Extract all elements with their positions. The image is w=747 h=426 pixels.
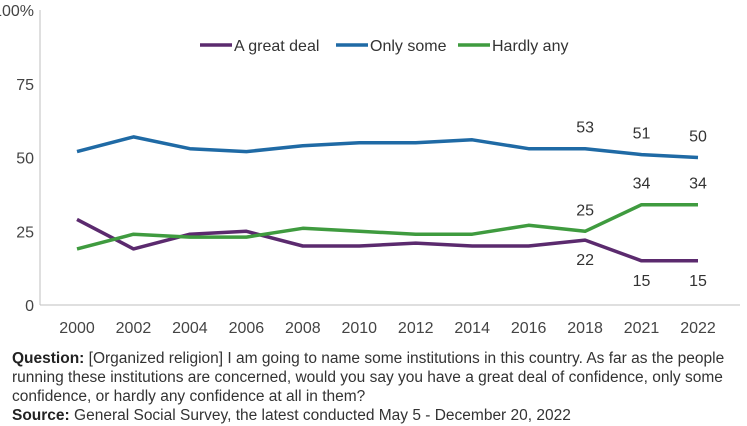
- x-tick-label: 2012: [398, 320, 434, 337]
- y-tick-label: 100%: [0, 3, 34, 20]
- legend-label: Hardly any: [492, 38, 568, 55]
- x-tick-label: 2016: [511, 320, 547, 337]
- source-text: General Social Survey, the latest conduc…: [69, 407, 571, 424]
- data-label: 34: [689, 176, 707, 193]
- y-tick-label: 50: [16, 151, 34, 168]
- line-chart: 0 25 50 75 100% 2000 2002 2004 2006 2008 2010 2012 2…: [0, 3, 740, 337]
- question-note: Question: [Organized religion] I am goin…: [12, 349, 742, 406]
- y-tick-label: 0: [25, 298, 34, 315]
- data-label: 51: [633, 126, 651, 143]
- question-label: Question:: [12, 350, 85, 367]
- legend-label: A great deal: [234, 38, 319, 55]
- y-tick-label: 75: [16, 77, 34, 94]
- axes: 0 25 50 75 100% 2000 2002 2004 2006 2008 2010 2012 2…: [0, 3, 740, 337]
- series-line: [76, 135, 699, 160]
- data-labels: 22 15 15 53 51 50 25 34 34: [576, 120, 707, 290]
- data-label: 34: [633, 176, 651, 193]
- x-tick-label: 2002: [116, 320, 152, 337]
- legend-label: Only some: [370, 38, 447, 55]
- source-note: Source: General Social Survey, the lates…: [12, 406, 742, 425]
- x-tick-label: 2014: [454, 320, 490, 337]
- series-lines: [76, 135, 699, 263]
- source-label: Source:: [12, 407, 70, 424]
- series-line: [76, 217, 698, 263]
- data-label: 15: [633, 273, 651, 290]
- x-tick-label: 2000: [59, 320, 95, 337]
- x-tick-label: 2004: [172, 320, 208, 337]
- series-line: [76, 202, 698, 251]
- x-tick-label: 2018: [567, 320, 603, 337]
- question-text: [Organized religion] I am going to name …: [12, 350, 725, 405]
- x-tick-label: 2022: [680, 320, 716, 337]
- x-tick-label: 2006: [229, 320, 265, 337]
- data-label: 22: [576, 252, 594, 269]
- data-label: 50: [689, 129, 707, 146]
- y-tick-label: 25: [16, 224, 34, 241]
- x-tick-label: 2008: [285, 320, 321, 337]
- data-label: 53: [576, 120, 594, 137]
- chart-notes: Question: [Organized religion] I am goin…: [12, 349, 742, 425]
- data-label: 25: [576, 202, 594, 219]
- x-tick-label: 2021: [624, 320, 660, 337]
- legend: A great deal Only some Hardly any: [200, 38, 568, 55]
- data-label: 15: [689, 273, 707, 290]
- x-tick-label: 2010: [341, 320, 377, 337]
